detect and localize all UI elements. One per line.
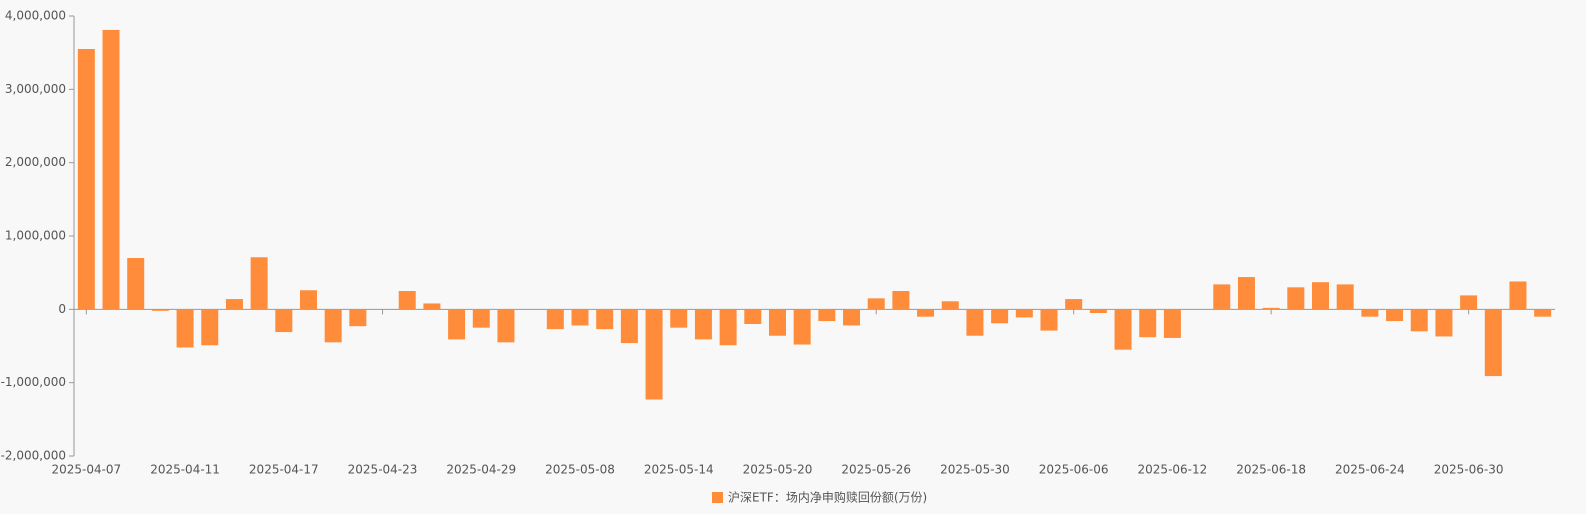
bar [151, 309, 169, 311]
bar [1015, 309, 1033, 318]
x-tick-label: 2025-06-12 [1138, 463, 1208, 477]
x-tick-label: 2025-05-30 [940, 463, 1010, 477]
y-tick-label: 4,000,000 [5, 9, 66, 23]
bar [719, 309, 737, 346]
bar [917, 309, 935, 317]
bar [670, 309, 688, 328]
y-tick-label: 0 [58, 302, 66, 316]
bar [1287, 287, 1305, 310]
bar [497, 309, 515, 343]
bar [324, 309, 342, 343]
bar [299, 290, 317, 310]
bar [127, 258, 145, 310]
x-tick-label: 2025-06-24 [1335, 463, 1405, 477]
bar [1312, 282, 1330, 310]
bar [694, 309, 712, 340]
x-tick-label: 2025-06-18 [1236, 463, 1306, 477]
bar [1163, 309, 1181, 338]
bar [201, 309, 219, 346]
bar [941, 301, 959, 310]
bar [892, 291, 910, 310]
x-tick-label: 2025-04-07 [51, 463, 121, 477]
legend-swatch [712, 492, 723, 503]
bar [398, 291, 416, 310]
bar [1484, 309, 1502, 377]
bar [1336, 284, 1354, 310]
y-tick-label: -1,000,000 [1, 375, 66, 389]
bar [472, 309, 490, 328]
bar [1460, 295, 1478, 310]
bar [77, 49, 95, 310]
x-tick-label: 2025-05-20 [743, 463, 813, 477]
bar [991, 309, 1009, 324]
x-tick-label: 2025-04-11 [150, 463, 220, 477]
bar [1509, 281, 1527, 310]
bar [176, 309, 194, 348]
bar [1386, 309, 1404, 322]
bar [620, 309, 638, 344]
bar [1089, 309, 1107, 313]
legend-label: 沪深ETF：场内净申购赎回份额(万份) [728, 490, 927, 505]
y-tick-label: 2,000,000 [5, 155, 66, 169]
x-tick-label: 2025-05-26 [841, 463, 911, 477]
x-tick-label: 2025-05-08 [545, 463, 615, 477]
bar [250, 257, 268, 310]
bar [1534, 309, 1552, 317]
bar [349, 309, 367, 327]
bar [1262, 307, 1280, 310]
y-tick-label: 3,000,000 [5, 82, 66, 96]
bar [596, 309, 614, 330]
bar [966, 309, 984, 336]
bar [1410, 309, 1428, 332]
bar [571, 309, 589, 326]
x-tick-label: 2025-04-23 [348, 463, 418, 477]
bar [275, 309, 293, 333]
x-tick-label: 2025-05-14 [644, 463, 714, 477]
x-tick-label: 2025-04-17 [249, 463, 319, 477]
bar [867, 298, 885, 310]
bar [448, 309, 466, 340]
bar [1213, 284, 1231, 310]
bar [793, 309, 811, 345]
x-tick-label: 2025-06-06 [1039, 463, 1109, 477]
x-tick-label: 2025-06-30 [1434, 463, 1504, 477]
y-tick-label: 1,000,000 [5, 229, 66, 243]
bar [768, 309, 786, 336]
bar [1361, 309, 1379, 317]
bar [1237, 277, 1255, 310]
bar [818, 309, 836, 322]
x-tick-label: 2025-04-29 [446, 463, 516, 477]
bar [546, 309, 564, 330]
bar [645, 309, 663, 400]
bar [843, 309, 861, 326]
bar [1139, 309, 1157, 338]
bar [1435, 309, 1453, 337]
bar [1040, 309, 1058, 331]
bar [1114, 309, 1132, 350]
y-tick-label: -2,000,000 [1, 449, 66, 463]
bar [744, 309, 762, 324]
bar [225, 299, 243, 310]
bar [423, 303, 441, 310]
bar [102, 29, 120, 310]
bar [1065, 299, 1083, 310]
